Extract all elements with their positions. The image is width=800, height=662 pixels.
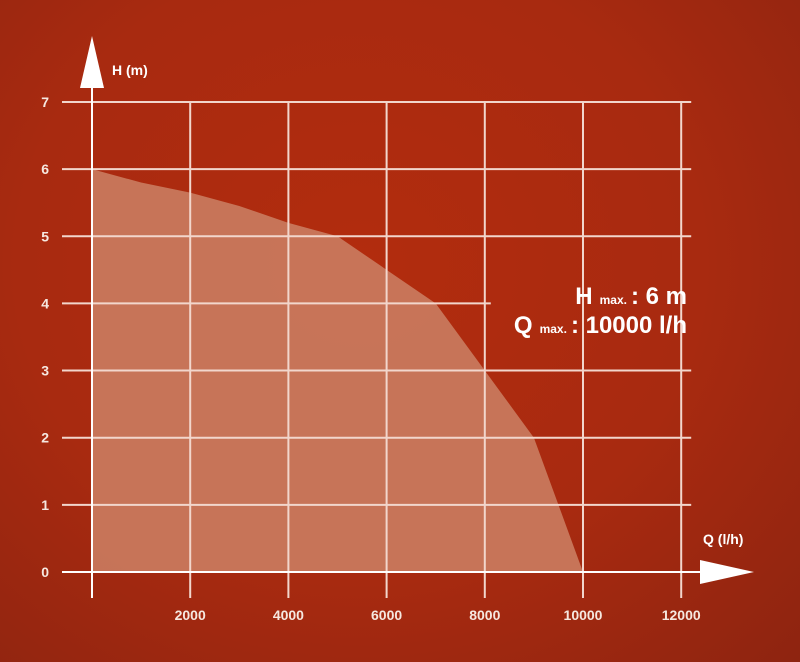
- hmax-value: : 6 m: [631, 283, 687, 310]
- x-tick-label: 6000: [371, 607, 402, 623]
- y-tick-label: 0: [41, 564, 49, 580]
- qmax-letter: Q: [514, 312, 533, 339]
- x-axis-arrow-icon: [700, 560, 754, 584]
- x-tick-label: 10000: [564, 607, 603, 623]
- hmax-letter: H: [575, 283, 592, 310]
- y-tick-label: 7: [41, 94, 49, 110]
- qmax-value: : 10000 l/h: [571, 312, 687, 339]
- y-tick-label: 1: [41, 497, 49, 513]
- x-tick-label: 12000: [662, 607, 701, 623]
- x-tick-label: 8000: [469, 607, 500, 623]
- hmax-subscript: max.: [600, 293, 627, 307]
- qmax-annotation: Q max. : 10000 l/h: [514, 312, 687, 339]
- y-tick-label: 5: [41, 228, 49, 244]
- x-axis-label: Q (l/h): [703, 531, 743, 547]
- y-tick-label: 6: [41, 161, 49, 177]
- x-tick-label: 2000: [175, 607, 206, 623]
- hmax-annotation: H max. : 6 m: [575, 283, 687, 310]
- y-tick-label: 2: [41, 430, 49, 446]
- y-tick-label: 3: [41, 363, 49, 379]
- y-axis-label: H (m): [112, 62, 148, 78]
- y-axis-arrow-icon: [80, 36, 104, 88]
- y-tick-label: 4: [41, 295, 49, 311]
- qmax-subscript: max.: [540, 322, 567, 336]
- x-tick-label: 4000: [273, 607, 304, 623]
